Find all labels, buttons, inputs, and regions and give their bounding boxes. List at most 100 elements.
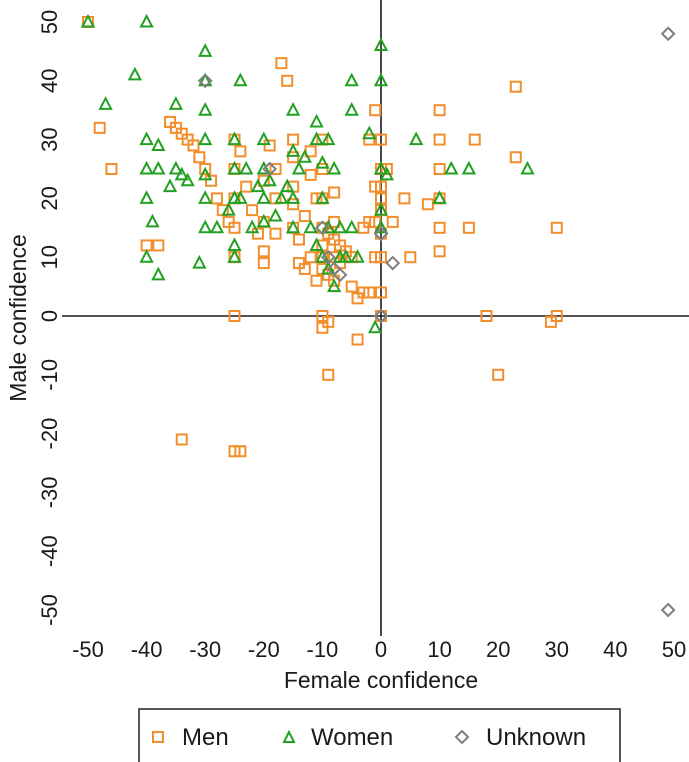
legend-label-men: Men <box>182 724 229 751</box>
point-women <box>280 178 295 193</box>
point-men <box>263 139 276 152</box>
point-women <box>367 319 383 334</box>
y-tick-labels: 50 40 30 20 10 0 -10 -20 -30 -40 -50 <box>37 10 62 626</box>
point-women <box>379 166 395 181</box>
point-men <box>246 204 259 217</box>
point-men <box>404 251 417 264</box>
point-men <box>292 233 305 246</box>
legend-item-women: Women <box>282 724 393 751</box>
point-unknown <box>373 226 389 242</box>
x-tick-label: -10 <box>307 637 339 662</box>
point-women <box>315 154 330 169</box>
point-women <box>432 190 447 204</box>
point-men <box>228 221 241 234</box>
point-women <box>168 160 184 175</box>
point-women <box>285 102 301 116</box>
point-men <box>304 251 317 264</box>
point-men <box>193 151 206 164</box>
legend-label-women: Women <box>311 724 393 751</box>
point-women <box>98 96 113 110</box>
point-women <box>174 166 189 181</box>
point-women <box>256 131 271 146</box>
point-men <box>269 163 282 175</box>
x-tick-label: -50 <box>72 637 104 662</box>
point-women <box>285 143 301 157</box>
point-men <box>375 286 387 299</box>
point-women <box>227 160 242 175</box>
point-women <box>198 102 213 116</box>
legend-marker-women <box>282 729 296 743</box>
y-tick-label: -20 <box>37 418 62 450</box>
point-women <box>344 102 359 116</box>
point-women <box>151 137 166 151</box>
point-women <box>227 237 242 251</box>
point-men <box>228 310 241 322</box>
point-women <box>151 160 166 175</box>
legend-label-unknown: Unknown <box>486 724 586 751</box>
point-women <box>362 125 377 140</box>
point-unknown <box>373 308 389 324</box>
y-tick-label: -30 <box>37 477 62 509</box>
x-tick-label: 40 <box>603 637 627 662</box>
point-unknown <box>332 267 348 283</box>
x-tick-label: -20 <box>248 637 280 662</box>
point-men <box>550 310 563 322</box>
point-unknown <box>660 602 676 618</box>
legend-marker-men <box>152 731 164 743</box>
point-women <box>198 219 213 234</box>
point-men <box>240 180 253 193</box>
point-women <box>198 131 213 146</box>
point-men <box>468 133 481 146</box>
point-men <box>287 151 300 164</box>
point-unknown <box>262 161 278 177</box>
point-women <box>162 178 178 193</box>
point-women <box>409 131 424 146</box>
point-unknown <box>197 73 213 89</box>
y-tick-label: -50 <box>37 594 62 626</box>
point-men <box>550 221 563 234</box>
point-women <box>291 160 307 175</box>
point-women <box>250 178 266 193</box>
point-women <box>139 13 154 28</box>
point-men <box>322 315 335 328</box>
point-men <box>363 133 376 146</box>
y-tick-label: 10 <box>37 245 62 269</box>
point-women <box>198 43 213 57</box>
point-women <box>221 202 236 216</box>
point-men <box>199 163 212 175</box>
point-women <box>338 249 353 263</box>
point-men <box>398 192 411 205</box>
point-women <box>256 190 271 204</box>
point-unknown <box>385 255 401 271</box>
point-women <box>303 219 318 234</box>
series-unknown <box>197 26 676 618</box>
x-tick-label: 0 <box>375 637 387 662</box>
point-men <box>93 121 106 134</box>
point-men <box>421 198 434 211</box>
x-tick-label: 10 <box>427 637 451 662</box>
point-women <box>198 72 213 87</box>
point-women <box>321 219 336 234</box>
point-women <box>520 160 535 175</box>
point-men <box>298 210 311 223</box>
point-women <box>285 219 301 234</box>
point-men <box>275 57 288 70</box>
point-men <box>287 133 300 146</box>
point-women <box>139 131 154 146</box>
x-tick-label: 50 <box>662 637 686 662</box>
point-women <box>233 72 248 87</box>
point-women <box>373 219 389 234</box>
point-women <box>321 260 336 275</box>
point-unknown <box>314 220 330 236</box>
point-women <box>168 96 184 110</box>
point-women <box>285 190 301 204</box>
point-men <box>345 280 358 293</box>
point-men <box>386 215 399 228</box>
point-men <box>462 221 475 234</box>
point-women <box>139 160 154 175</box>
point-men <box>269 227 282 240</box>
legend-item-men: Men <box>152 724 229 751</box>
point-women <box>262 172 277 187</box>
y-tick-label: 0 <box>37 310 62 322</box>
point-women <box>321 131 336 146</box>
